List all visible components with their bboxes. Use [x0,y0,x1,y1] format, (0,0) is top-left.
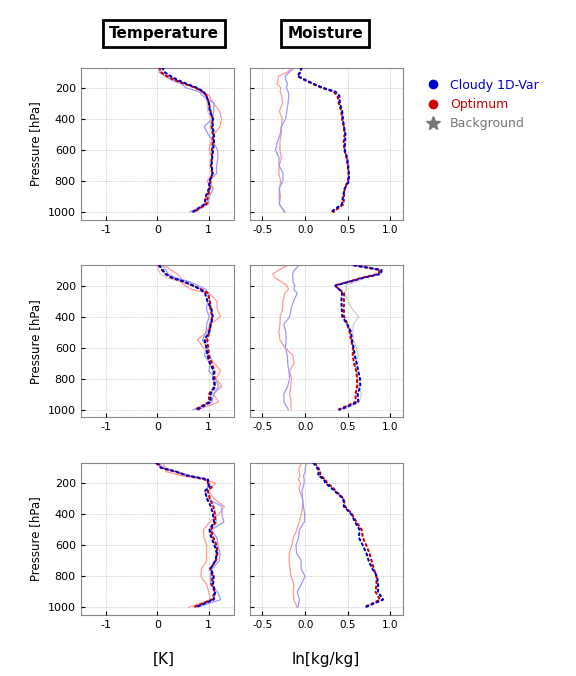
Text: Temperature: Temperature [109,26,219,41]
Y-axis label: Pressure [hPa]: Pressure [hPa] [29,101,42,186]
Text: [K]: [K] [153,652,175,667]
Y-axis label: Pressure [hPa]: Pressure [hPa] [29,299,42,384]
Legend: Cloudy 1D-Var, Optimum, Background: Cloudy 1D-Var, Optimum, Background [415,74,544,135]
Text: ln[kg/kg]: ln[kg/kg] [291,652,359,667]
Text: Moisture: Moisture [287,26,363,41]
Y-axis label: Pressure [hPa]: Pressure [hPa] [29,497,42,581]
